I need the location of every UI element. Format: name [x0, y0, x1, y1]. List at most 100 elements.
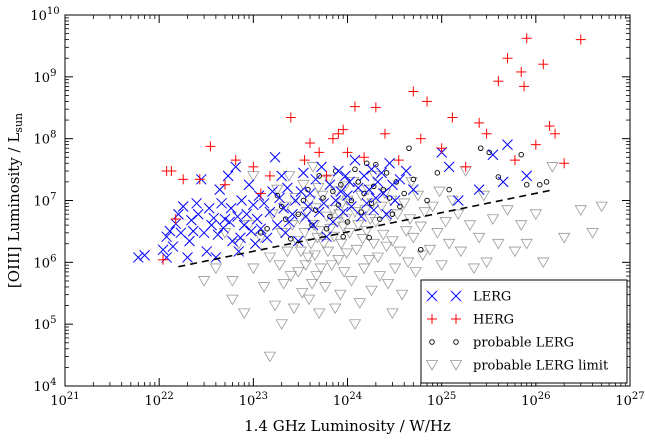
- probable-lerg-limit-point: [520, 238, 533, 250]
- herg-point: [205, 141, 216, 152]
- probable-lerg-point: [446, 186, 452, 193]
- probable-lerg-limit-point: [341, 195, 354, 207]
- probable-lerg-limit-point: [332, 254, 345, 266]
- lerg-point: [264, 206, 276, 218]
- lerg-point: [387, 179, 398, 191]
- lerg-point: [330, 195, 342, 206]
- y-axis-label: [OIII] Luminosity / Lsun: [5, 113, 25, 288]
- probable-lerg-limit-point: [340, 248, 353, 260]
- probable-lerg-limit-point: [486, 214, 500, 225]
- probable-lerg-point: [300, 197, 307, 204]
- lerg-point: [236, 195, 247, 206]
- fit-line: [178, 189, 550, 268]
- x-tick-label: 1024: [333, 391, 362, 409]
- data-marks: [132, 33, 608, 363]
- lerg-point: [389, 195, 401, 206]
- probable-lerg-limit-point: [492, 238, 505, 250]
- probable-lerg-limit-point: [218, 228, 232, 239]
- lerg-point: [368, 204, 380, 216]
- probable-lerg-limit-point: [307, 220, 321, 231]
- lerg-point: [191, 197, 202, 209]
- probable-lerg-limit-point: [238, 308, 251, 320]
- probable-lerg-point: [348, 197, 355, 204]
- probable-lerg-limit-point: [277, 278, 290, 290]
- probable-lerg-limit-point: [343, 228, 356, 239]
- lerg-point: [203, 202, 215, 214]
- probable-lerg-limit-point: [365, 285, 378, 297]
- probable-lerg-limit-point: [401, 257, 415, 269]
- lerg-point: [298, 167, 309, 179]
- probable-lerg-point: [330, 188, 336, 195]
- probable-lerg-limit-point: [334, 289, 347, 301]
- lerg-point: [161, 231, 172, 243]
- probable-lerg-point: [258, 230, 264, 236]
- probable-lerg-limit-point: [328, 303, 342, 315]
- lerg-point: [238, 219, 250, 231]
- lerg-point: [230, 161, 242, 173]
- herg-point: [544, 121, 555, 132]
- lerg-point: [225, 202, 237, 214]
- legend: LERG HERG probable LERG probable LERG limit: [420, 279, 628, 384]
- y-tick-label: 104: [34, 377, 57, 395]
- legend-items: LERG HERG probable LERG probable LERG limit: [425, 290, 609, 374]
- lerg-point: [352, 182, 364, 194]
- probable-lerg-limit-point: [295, 288, 309, 299]
- probable-lerg-point: [397, 203, 403, 210]
- herg-point: [436, 143, 447, 154]
- herg-point: [170, 214, 181, 225]
- probable-lerg-limit-point: [373, 271, 386, 282]
- probable-lerg-limit-point: [319, 282, 332, 293]
- probable-lerg-limit-point: [352, 220, 365, 231]
- probable-lerg-limit-point: [306, 162, 320, 173]
- probable-lerg-limit-point: [393, 246, 407, 258]
- probable-lerg-limit-point: [292, 267, 305, 278]
- lerg-point: [321, 231, 332, 243]
- probable-lerg-limit-point: [197, 276, 211, 287]
- probable-lerg-limit-point: [595, 201, 608, 213]
- lerg-point: [340, 170, 351, 182]
- lerg-series: [132, 139, 533, 263]
- lerg-point: [349, 154, 361, 166]
- lerg-point: [258, 197, 270, 209]
- y-axis-label-sub: sun: [12, 113, 25, 133]
- herg-point: [359, 152, 370, 163]
- probable-lerg-limit-point: [281, 246, 294, 258]
- probable-lerg-limit-point: [386, 236, 399, 247]
- legend-marker: [427, 314, 437, 324]
- probable-lerg-legend-item: probable LERG: [429, 336, 574, 351]
- lerg-point: [243, 179, 255, 191]
- lerg-point: [283, 216, 295, 228]
- probable-lerg-point: [309, 222, 315, 228]
- lerg-point: [443, 161, 455, 173]
- probable-lerg-limit-point: [268, 300, 282, 312]
- probable-lerg-limit-point: [369, 217, 383, 228]
- probable-lerg-limit-point: [467, 263, 481, 275]
- probable-lerg-limit-point: [303, 195, 317, 207]
- probable-lerg-limit-point: [312, 226, 326, 237]
- probable-lerg-point: [383, 170, 390, 176]
- probable-lerg-limit-point: [367, 238, 380, 250]
- probable-lerg-limit-point: [302, 294, 316, 306]
- lerg-point: [292, 235, 304, 247]
- probable-lerg-limit-point: [247, 263, 260, 275]
- lerg-point: [164, 225, 176, 237]
- lerg-legend-item: LERG: [426, 290, 511, 305]
- probable-lerg-point: [295, 211, 302, 217]
- lerg-point: [245, 225, 257, 237]
- probable-lerg-point: [278, 203, 285, 210]
- probable-lerg-limit-point: [411, 190, 425, 202]
- lerg-point: [400, 165, 412, 177]
- herg-point: [493, 76, 504, 87]
- lerg-point: [307, 219, 319, 231]
- probable-lerg-limit-point: [359, 205, 372, 216]
- probable-lerg-limit-point: [426, 201, 439, 213]
- lerg-point: [376, 167, 387, 179]
- herg-point: [509, 155, 520, 166]
- lerg-point: [487, 149, 499, 161]
- y-tick-label: 106: [34, 253, 57, 271]
- probable-lerg-limit-point: [360, 226, 373, 237]
- probable-lerg-point: [274, 192, 281, 199]
- lerg-point: [313, 206, 325, 218]
- legend-marker: [453, 339, 459, 345]
- lerg-point: [521, 170, 533, 182]
